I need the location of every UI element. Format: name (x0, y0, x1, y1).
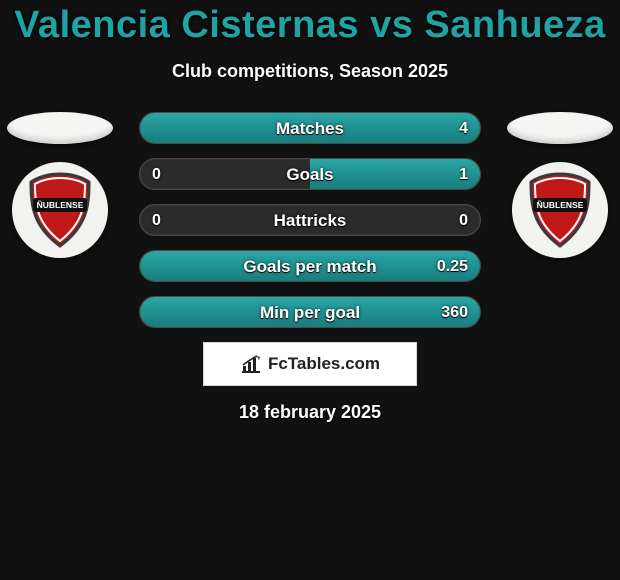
right-club-banner-text: ÑUBLENSE (537, 200, 584, 210)
stat-label: Goals (140, 159, 480, 189)
right-club-badge: ÑUBLENSE (512, 162, 608, 258)
shield-icon: ÑUBLENSE (527, 172, 593, 248)
left-player-avatar-placeholder (7, 112, 113, 144)
date-line: 18 february 2025 (0, 402, 620, 423)
stat-label: Min per goal (140, 297, 480, 327)
comparison-card: Valencia Cisternas vs Sanhueza Club comp… (0, 0, 620, 423)
brand-text: FcTables.com (268, 354, 380, 374)
brand-box[interactable]: FcTables.com (203, 342, 417, 386)
stat-label: Matches (140, 113, 480, 143)
stat-value-right: 0.25 (437, 251, 468, 282)
stat-label: Hattricks (140, 205, 480, 235)
stat-value-right: 360 (441, 297, 468, 328)
stat-value-left: 0 (152, 159, 161, 190)
left-club-banner-text: ÑUBLENSE (37, 200, 84, 210)
stat-label: Goals per match (140, 251, 480, 281)
right-player-column: ÑUBLENSE (500, 112, 620, 258)
stat-row: Goals per match0.25 (139, 250, 481, 282)
stat-row: Goals0 1 (139, 158, 481, 190)
stat-value-right: 4 (459, 113, 468, 144)
left-player-column: ÑUBLENSE (0, 112, 120, 258)
shield-icon: ÑUBLENSE (27, 172, 93, 248)
bar-chart-icon (240, 354, 262, 374)
page-title: Valencia Cisternas vs Sanhueza (0, 4, 620, 47)
comparison-arena: ÑUBLENSE ÑUBLENSE Matches4Goals01Hattric… (0, 112, 620, 423)
stat-value-left: 0 (152, 205, 161, 236)
right-player-avatar-placeholder (507, 112, 613, 144)
stat-value-right: 0 (459, 205, 468, 236)
stat-row: Hattricks0 0 (139, 204, 481, 236)
stat-row: Matches4 (139, 112, 481, 144)
subtitle: Club competitions, Season 2025 (0, 61, 620, 82)
stat-row: Min per goal360 (139, 296, 481, 328)
stats-list: Matches4Goals01Hattricks00Goals per matc… (139, 112, 481, 328)
stat-value-right: 1 (459, 159, 468, 190)
left-club-badge: ÑUBLENSE (12, 162, 108, 258)
